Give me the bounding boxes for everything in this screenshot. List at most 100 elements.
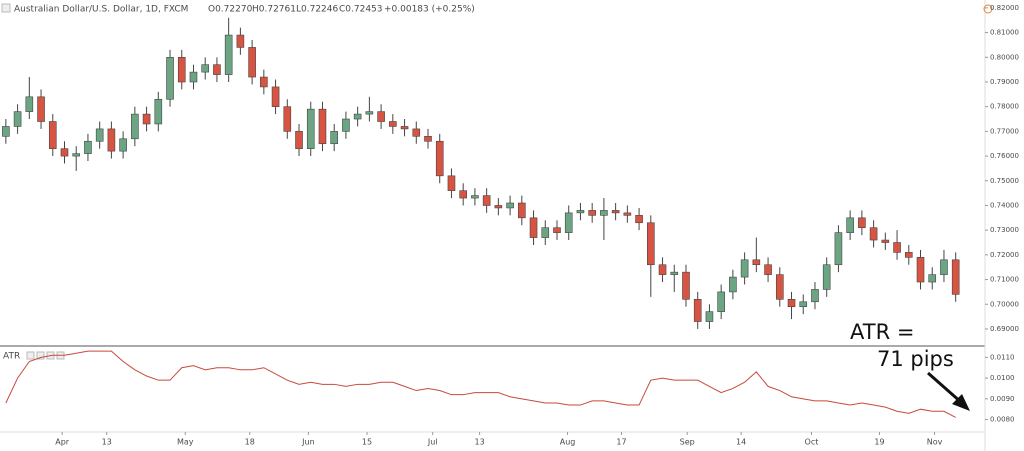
- candle-body: [553, 227, 561, 233]
- candle-body: [25, 96, 34, 112]
- candle-body: [834, 232, 843, 266]
- candle-body: [95, 128, 104, 142]
- ohlc-low: L0.72246: [296, 5, 339, 15]
- x-tick-label: 18: [245, 438, 255, 447]
- candle-body: [377, 111, 385, 122]
- candle-body: [916, 257, 925, 283]
- candle-body: [37, 96, 45, 122]
- candle-body: [283, 106, 292, 132]
- candle-body: [72, 153, 81, 157]
- candle-body: [846, 217, 854, 233]
- ohlc-change: +0.00183 (+0.25%): [384, 5, 475, 15]
- candle-body: [248, 47, 256, 78]
- candle-body: [435, 140, 444, 177]
- x-tick-label: 14: [736, 438, 746, 447]
- candle-body: [881, 239, 890, 243]
- candle-body: [682, 271, 690, 300]
- candle-body: [213, 64, 221, 75]
- candle-body: [131, 113, 139, 140]
- candle-body: [447, 175, 456, 191]
- candle-body: [518, 202, 526, 219]
- x-tick-label: 13: [475, 438, 485, 447]
- candle-body: [224, 34, 233, 75]
- candle-body: [904, 252, 913, 258]
- candle-body: [693, 299, 702, 322]
- candle-body: [752, 259, 761, 266]
- y-tick-label: 0.0090: [990, 395, 1015, 403]
- x-tick-label: Oct: [805, 438, 819, 447]
- indicator-button[interactable]: [26, 351, 35, 360]
- candle-body: [600, 210, 608, 216]
- x-tick-label: 15: [362, 438, 372, 447]
- candle-body: [459, 190, 467, 199]
- ohlc-high: H0.72761: [252, 5, 296, 15]
- candle-body: [635, 215, 643, 224]
- atr-line: [5, 350, 956, 418]
- indicator-button[interactable]: [36, 351, 45, 360]
- candle-body: [740, 259, 749, 278]
- candle-body: [658, 264, 667, 275]
- candle-body: [869, 227, 878, 241]
- candle-body: [611, 210, 620, 214]
- annotation: ATR =: [850, 320, 914, 344]
- candle-body: [729, 276, 737, 293]
- candle-body: [60, 148, 69, 157]
- x-tick-label: Apr: [55, 438, 70, 447]
- chart-title: Australian Dollar/U.S. Dollar, 1D, FXCM: [14, 5, 188, 15]
- candle-body: [119, 138, 127, 152]
- y-tick-label: 0.75000: [990, 177, 1019, 185]
- candle-body: [13, 111, 22, 127]
- candle-body: [482, 195, 491, 206]
- candle-body: [142, 113, 151, 125]
- y-tick-label: 0.72000: [990, 251, 1019, 259]
- candle-body: [471, 195, 479, 199]
- y-tick-label: 0.71000: [990, 276, 1019, 284]
- y-tick-label: 0.70000: [990, 300, 1019, 308]
- y-tick-label: 0.74000: [990, 201, 1019, 209]
- ohlc-close: C0.72453: [339, 5, 383, 15]
- x-tick-label: Jun: [301, 438, 315, 447]
- candle-body: [529, 217, 538, 238]
- candle-body: [271, 86, 280, 107]
- candle-body: [306, 108, 315, 149]
- x-tick-label: 19: [874, 438, 884, 447]
- y-tick-label: 0.0100: [990, 374, 1015, 382]
- y-tick-label: 0.81000: [990, 29, 1019, 37]
- candle-body: [48, 121, 57, 149]
- candle-body: [928, 274, 937, 283]
- candle-body: [940, 259, 948, 275]
- y-tick-label: 0.69000: [990, 325, 1019, 333]
- candle-body: [564, 212, 573, 233]
- candle-body: [177, 56, 186, 83]
- candle-body: [189, 71, 198, 83]
- candle-body: [154, 98, 163, 125]
- annotation: 71 pips: [877, 347, 954, 371]
- candle-body: [353, 113, 362, 120]
- candle-body: [775, 274, 784, 300]
- y-tick-label: 0.80000: [990, 53, 1019, 61]
- candle-body: [588, 210, 596, 216]
- candle-body: [576, 210, 585, 214]
- y-tick-label: 0.73000: [990, 226, 1019, 234]
- candle-body: [951, 259, 960, 295]
- alert-icon[interactable]: [983, 4, 993, 14]
- candle-body: [400, 126, 409, 130]
- annotation-arrowhead: [952, 394, 970, 411]
- symbol-icon[interactable]: [1, 3, 11, 13]
- candle-body: [822, 264, 831, 290]
- candle-body: [330, 131, 338, 145]
- candle-body: [389, 121, 397, 127]
- x-tick-label: 17: [616, 438, 626, 447]
- candle-body: [799, 301, 808, 308]
- candle-body: [541, 227, 550, 238]
- candle-body: [893, 242, 901, 253]
- candle-body: [787, 299, 796, 308]
- x-tick-label: Sep: [680, 438, 695, 447]
- candle-body: [717, 291, 725, 312]
- y-tick-label: 0.76000: [990, 152, 1019, 160]
- candle-body: [506, 202, 514, 209]
- candle-body: [2, 126, 10, 137]
- candle-body: [623, 212, 632, 216]
- annotation-arrow: [927, 371, 963, 405]
- candle-body: [494, 205, 503, 209]
